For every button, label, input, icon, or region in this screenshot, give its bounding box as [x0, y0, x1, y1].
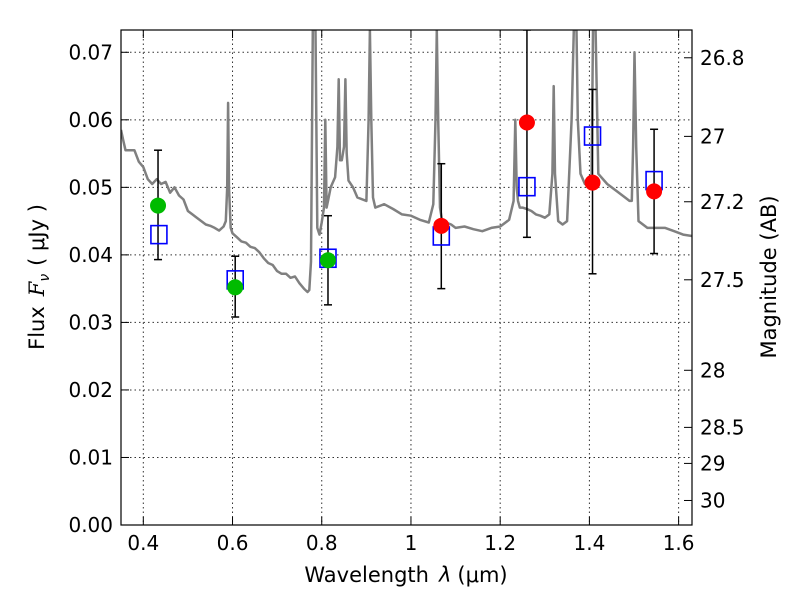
- x-tick-label: 1.6: [663, 531, 695, 555]
- y-tick-label: 0.00: [68, 513, 113, 537]
- y-tick-label: 0.02: [68, 378, 113, 402]
- x-tick-label: 1.2: [484, 531, 516, 555]
- square-marker: [150, 224, 168, 245]
- y2-tick-label: 28.5: [700, 415, 745, 439]
- y2-tick-label: 26.8: [700, 46, 745, 70]
- y2-axis-label: Magnitude (AB): [757, 195, 781, 358]
- y-axis-label: FluxFν( μJy ): [25, 204, 53, 350]
- x-tick-label: 1.4: [573, 531, 605, 555]
- y2-tick-label: 27.5: [700, 268, 745, 292]
- y2-tick-label: 29: [700, 451, 725, 475]
- y2-tick-label: 27.2: [700, 190, 745, 214]
- x-tick-label: 0.6: [217, 531, 249, 555]
- square-marker: [583, 126, 602, 146]
- green-circle-marker: [150, 197, 167, 214]
- square-marker: [518, 176, 536, 197]
- y2-tick-label: 28: [700, 358, 725, 382]
- x-axis-label: Wavelength λ (μm): [304, 563, 507, 587]
- x-tick-label: 1: [405, 531, 418, 555]
- y-tick-label: 0.03: [68, 310, 113, 334]
- x-tick-label: 0.4: [127, 531, 159, 555]
- axis-ticks: [121, 30, 692, 526]
- y-tick-label: 0.07: [68, 40, 113, 64]
- red-circle-marker: [646, 183, 663, 200]
- y-tick-label: 0.05: [68, 175, 113, 199]
- y-tick-label: 0.06: [68, 108, 113, 132]
- green-circle-marker: [319, 252, 336, 269]
- red-circle-marker: [433, 217, 450, 234]
- y-tick-label: 0.04: [68, 243, 113, 267]
- green-circle-marker: [227, 279, 244, 296]
- x-tick-label: 0.8: [306, 531, 338, 555]
- y2-tick-label: 27: [700, 124, 725, 148]
- model-spectrum-line: [121, 30, 692, 294]
- y-tick-label: 0.01: [68, 445, 113, 469]
- grid-lines: [121, 30, 692, 525]
- markers-group: [150, 114, 663, 296]
- red-circle-marker: [518, 114, 535, 131]
- y2-tick-label: 30: [700, 488, 725, 512]
- red-circle-marker: [584, 174, 601, 191]
- model-spectrum-group: [121, 30, 692, 294]
- tick-labels: 0.4 0.6 0.8 1 1.2 1.4 1.6 0.00 0.01 0.02 0.03 0.04 0…: [68, 40, 744, 555]
- plot-frame: [120, 29, 693, 526]
